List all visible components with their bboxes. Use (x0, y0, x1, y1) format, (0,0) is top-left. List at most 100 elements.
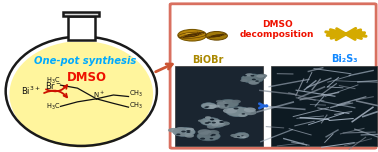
Circle shape (208, 122, 211, 123)
Circle shape (206, 31, 228, 40)
Circle shape (241, 135, 244, 136)
Circle shape (197, 131, 220, 141)
Ellipse shape (185, 33, 191, 34)
Circle shape (218, 124, 224, 126)
Circle shape (207, 120, 225, 128)
Ellipse shape (9, 41, 153, 147)
Circle shape (223, 108, 237, 114)
Circle shape (211, 119, 214, 120)
Text: H$_3$C: H$_3$C (46, 75, 60, 86)
Text: CH$_3$: CH$_3$ (129, 88, 143, 99)
Circle shape (208, 105, 217, 108)
Text: Bi₂S₃: Bi₂S₃ (331, 54, 357, 64)
Circle shape (178, 29, 206, 41)
Circle shape (257, 76, 266, 79)
Circle shape (234, 133, 249, 138)
Circle shape (211, 134, 216, 136)
Circle shape (175, 127, 185, 131)
Circle shape (218, 101, 226, 104)
Text: DMSO: DMSO (67, 71, 107, 84)
Text: N$^+$: N$^+$ (93, 90, 105, 100)
Circle shape (205, 119, 215, 123)
Circle shape (218, 124, 224, 126)
Circle shape (203, 131, 215, 136)
Circle shape (238, 113, 247, 117)
Circle shape (257, 74, 267, 78)
Bar (63, 12, 99, 16)
Circle shape (226, 107, 251, 117)
Circle shape (233, 136, 239, 138)
Circle shape (198, 129, 211, 135)
FancyArrowPatch shape (156, 64, 172, 72)
Circle shape (232, 100, 241, 103)
Circle shape (218, 104, 229, 109)
Circle shape (225, 100, 233, 103)
Circle shape (213, 120, 225, 125)
Circle shape (204, 122, 209, 124)
Circle shape (243, 110, 257, 115)
Circle shape (255, 80, 259, 82)
Circle shape (209, 138, 214, 139)
Bar (175, 66, 263, 146)
Circle shape (207, 123, 216, 126)
Circle shape (242, 113, 245, 115)
Circle shape (218, 123, 226, 126)
Circle shape (256, 74, 264, 78)
Circle shape (203, 122, 210, 125)
Circle shape (219, 121, 223, 123)
Circle shape (248, 81, 258, 85)
Circle shape (177, 133, 185, 136)
Circle shape (198, 119, 204, 122)
Circle shape (252, 79, 256, 80)
Text: Br$^-$: Br$^-$ (45, 80, 61, 91)
Circle shape (210, 135, 213, 136)
Circle shape (225, 105, 228, 107)
Circle shape (245, 73, 253, 76)
Circle shape (176, 133, 180, 135)
Circle shape (200, 138, 205, 140)
Circle shape (208, 133, 217, 136)
Circle shape (211, 124, 219, 126)
Circle shape (220, 121, 225, 123)
Circle shape (216, 100, 223, 103)
Circle shape (204, 107, 208, 108)
Circle shape (206, 106, 209, 108)
Circle shape (234, 107, 239, 109)
Circle shape (186, 131, 191, 133)
Circle shape (237, 136, 240, 137)
Text: Bi$^{3+}$: Bi$^{3+}$ (20, 85, 40, 97)
Circle shape (206, 106, 213, 109)
Circle shape (241, 74, 264, 83)
Circle shape (249, 81, 259, 85)
Circle shape (243, 134, 248, 136)
Circle shape (207, 125, 216, 129)
Circle shape (185, 134, 194, 138)
Circle shape (243, 75, 247, 76)
Circle shape (205, 116, 211, 119)
Bar (68, 37, 94, 42)
FancyArrowPatch shape (44, 91, 67, 97)
Circle shape (200, 117, 220, 126)
Text: CH$_3$: CH$_3$ (129, 101, 143, 111)
Bar (271, 66, 377, 146)
FancyArrowPatch shape (46, 85, 67, 91)
Text: BiOBr: BiOBr (192, 55, 224, 65)
FancyBboxPatch shape (170, 4, 376, 148)
Circle shape (242, 136, 246, 138)
Circle shape (181, 131, 186, 132)
Text: DMSO
decomposition: DMSO decomposition (240, 20, 314, 39)
Circle shape (186, 130, 191, 132)
Circle shape (186, 128, 194, 131)
Circle shape (220, 121, 230, 126)
Circle shape (230, 134, 238, 137)
Text: One-pot synthesis: One-pot synthesis (34, 56, 136, 66)
Circle shape (244, 107, 256, 112)
Ellipse shape (6, 36, 157, 146)
Circle shape (212, 122, 216, 123)
Circle shape (209, 106, 215, 109)
Circle shape (201, 103, 216, 109)
Circle shape (240, 79, 248, 82)
Circle shape (218, 99, 239, 108)
Circle shape (251, 75, 254, 76)
Circle shape (217, 102, 227, 106)
